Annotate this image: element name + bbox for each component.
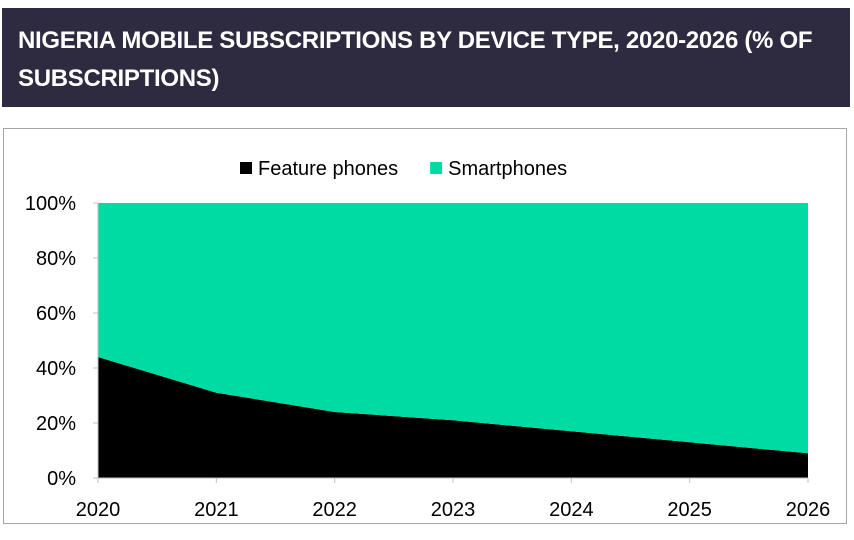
y-tick-label: 40%: [36, 358, 76, 380]
x-tick-label: 2021: [194, 499, 239, 521]
legend-label: Smartphones: [448, 158, 567, 180]
legend-swatch: [240, 162, 252, 174]
chart-frame: [3, 128, 847, 524]
chart-legend: Feature phones Smartphones: [240, 158, 567, 180]
x-axis-ticks: 2020 2021 2022 2023 2024 2025 2026: [76, 478, 831, 521]
area-series-feature-phones: [98, 357, 808, 478]
area-series-smartphones: [98, 203, 808, 454]
x-tick-label: 2026: [786, 499, 831, 521]
y-tick-label: 20%: [36, 413, 76, 435]
legend-label: Feature phones: [258, 158, 398, 180]
x-tick-label: 2023: [431, 499, 476, 521]
chart-title: NIGERIA MOBILE SUBSCRIPTIONS BY DEVICE T…: [18, 27, 813, 92]
y-axis-ticks: 0% 20% 40% 60% 80% 100%: [25, 193, 98, 490]
y-tick-label: 0%: [47, 468, 76, 490]
x-tick-label: 2025: [667, 499, 712, 521]
y-tick-label: 60%: [36, 303, 76, 325]
x-tick-label: 2024: [549, 499, 594, 521]
x-tick-label: 2022: [312, 499, 357, 521]
legend-swatch: [430, 162, 443, 174]
y-tick-label: 100%: [25, 193, 76, 215]
title-bar: NIGERIA MOBILE SUBSCRIPTIONS BY DEVICE T…: [2, 8, 850, 107]
x-tick-label: 2020: [76, 499, 121, 521]
y-tick-label: 80%: [36, 248, 76, 270]
chart-areas: [98, 203, 808, 478]
